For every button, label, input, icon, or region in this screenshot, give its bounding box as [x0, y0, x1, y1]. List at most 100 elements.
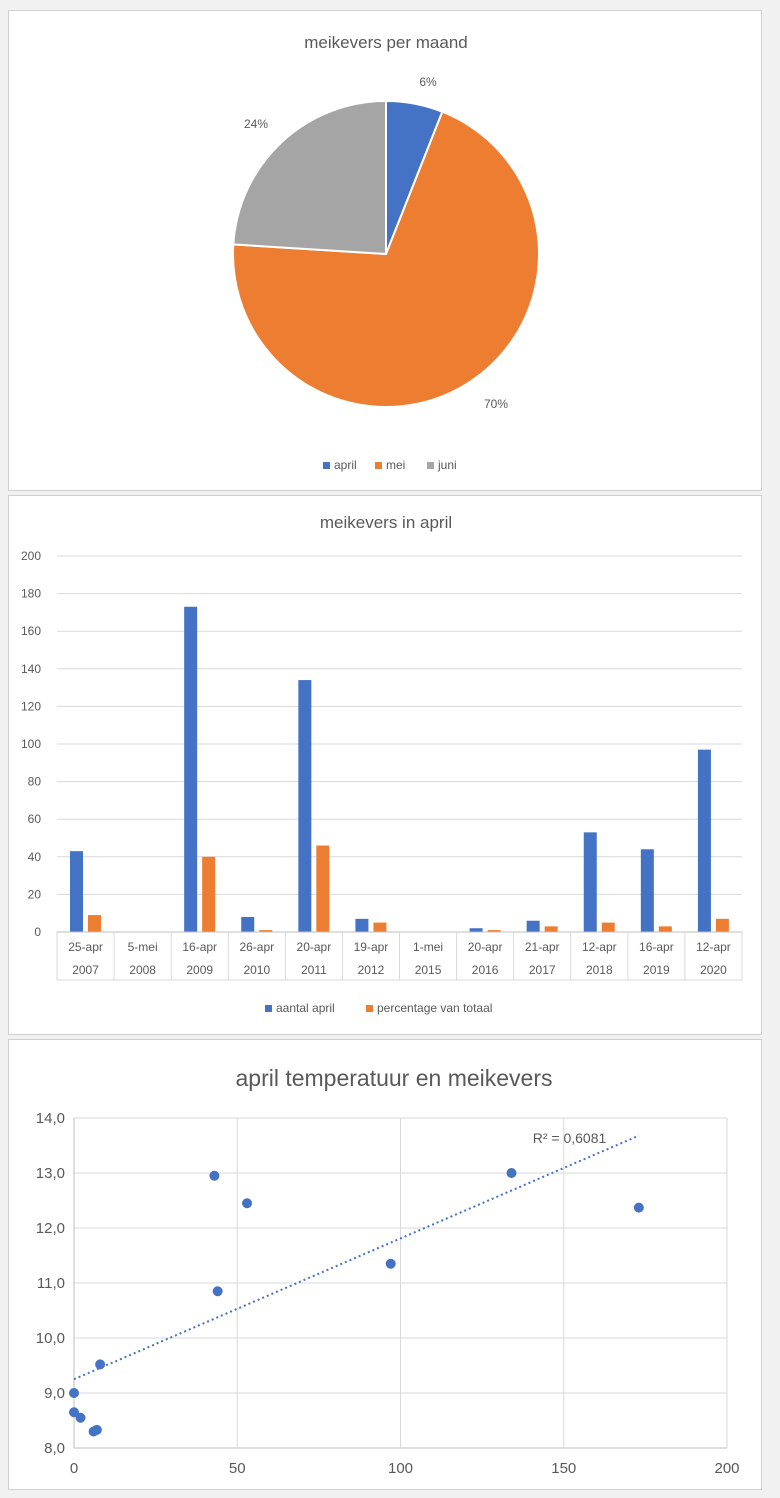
y-tick-label: 8,0	[44, 1440, 65, 1457]
y-tick-label: 11,0	[37, 1275, 65, 1292]
legend-swatch-series-1	[366, 1005, 373, 1012]
y-tick-label: 60	[28, 812, 42, 826]
scatter-chart-title: april temperatuur en meikevers	[235, 1065, 552, 1091]
x-tick-date: 20-apr	[468, 940, 503, 954]
legend-label-april: april	[334, 458, 357, 472]
bar-percentage-2010	[259, 930, 273, 932]
scatter-chart: april temperatuur en meikevers 8,0 9,0 10,…	[36, 1065, 740, 1477]
x-tick-label: 200	[714, 1460, 739, 1477]
x-tick-year: 2017	[529, 963, 556, 977]
bar-aantal-april-2018	[583, 832, 597, 932]
bar-percentage-2016	[487, 930, 501, 932]
y-tick-label: 14,0	[36, 1110, 65, 1127]
data-point	[385, 1258, 396, 1269]
y-tick-label: 0	[34, 925, 41, 939]
pie-slice-juni	[232, 99, 387, 256]
bar-aantal-april-2020	[697, 749, 711, 932]
x-tick-date: 12-apr	[696, 940, 731, 954]
data-point	[95, 1359, 106, 1370]
x-tick-date: 26-apr	[239, 940, 274, 954]
y-tick-label: 120	[21, 699, 41, 713]
data-point	[209, 1170, 220, 1181]
y-tick-label: 12,0	[36, 1220, 65, 1237]
bar-aantal-april-2019	[640, 849, 654, 932]
legend-swatch-april	[323, 462, 330, 469]
data-point	[69, 1388, 79, 1398]
pie-chart-title: meikevers per maand	[304, 33, 467, 52]
bar-percentage-2017	[544, 926, 558, 932]
bar-percentage-2019	[658, 926, 672, 932]
bar-percentage-2009	[202, 856, 216, 932]
legend-label-mei: mei	[386, 458, 405, 472]
y-tick-label: 13,0	[36, 1165, 65, 1182]
x-tick-year: 2010	[243, 963, 270, 977]
x-tick-date: 1-mei	[413, 940, 443, 954]
r-squared-label: R² = 0,6081	[533, 1130, 607, 1146]
legend-label-series-1: percentage van totaal	[377, 1001, 492, 1015]
bar-percentage-2007	[88, 915, 101, 932]
bar-percentage-2020	[715, 918, 729, 932]
bar-chart-panel: meikevers in april 0 20 40 60 80 100 120 140 160…	[8, 495, 762, 1035]
data-point	[212, 1286, 223, 1297]
y-tick-label: 200	[21, 549, 41, 563]
bar-aantal-april-2017	[526, 920, 540, 932]
legend-swatch-mei	[375, 462, 382, 469]
bar-aantal-april-2016	[469, 928, 483, 932]
data-point	[75, 1412, 86, 1423]
x-tick-year: 2015	[415, 963, 442, 977]
x-tick-date: 20-apr	[297, 940, 332, 954]
x-tick-label: 50	[229, 1460, 246, 1477]
data-point	[633, 1202, 644, 1213]
y-tick-label: 80	[28, 775, 42, 789]
pie-label-mei: 70%	[484, 397, 508, 411]
bar-aantal-april-2010	[241, 916, 255, 932]
x-tick-year: 2016	[472, 963, 499, 977]
bar-percentage-2018	[601, 922, 615, 932]
pie-label-april: 6%	[419, 75, 437, 89]
bar-percentage-2012	[373, 922, 387, 932]
trendline	[73, 1134, 640, 1381]
x-tick-date: 5-mei	[128, 940, 158, 954]
legend-swatch-juni	[427, 462, 434, 469]
scatter-chart-panel: april temperatuur en meikevers 8,0 9,0 10,…	[8, 1039, 762, 1490]
y-tick-label: 100	[21, 737, 41, 751]
bar-percentage-2011	[316, 845, 330, 932]
x-tick-label: 100	[388, 1460, 413, 1477]
legend-label-series-0: aantal april	[276, 1001, 335, 1015]
bar-aantal-april-2007	[70, 851, 83, 932]
x-tick-date: 16-apr	[639, 940, 674, 954]
pie-label-juni: 24%	[244, 117, 268, 131]
x-tick-year: 2011	[301, 963, 327, 977]
x-tick-year: 2019	[643, 963, 670, 977]
bar-aantal-april-2009	[184, 606, 198, 932]
x-tick-date: 25-apr	[68, 940, 103, 954]
bar-chart: meikevers in april 0 20 40 60 80 100 120 140 160…	[21, 513, 743, 1015]
x-tick-date: 16-apr	[182, 940, 217, 954]
legend-label-juni: juni	[437, 458, 457, 472]
y-tick-label: 40	[28, 850, 42, 864]
bar-aantal-april-2012	[355, 918, 369, 932]
x-tick-date: 12-apr	[582, 940, 617, 954]
y-tick-label: 9,0	[44, 1385, 65, 1402]
pie-chart: meikevers per maand 6% 70% 24% april mei jun…	[232, 33, 540, 472]
data-point	[91, 1424, 102, 1435]
x-tick-label: 150	[551, 1460, 576, 1477]
x-tick-date: 21-apr	[525, 940, 560, 954]
x-tick-year: 2018	[586, 963, 613, 977]
x-tick-year: 2007	[72, 963, 99, 977]
x-tick-label: 0	[70, 1460, 78, 1477]
y-tick-label: 20	[28, 887, 42, 901]
bar-aantal-april-2011	[298, 680, 312, 932]
y-tick-label: 160	[21, 624, 41, 638]
bar-chart-title: meikevers in april	[320, 513, 452, 532]
pie-slice-mei	[232, 110, 540, 408]
data-point	[69, 1407, 79, 1418]
data-point	[242, 1198, 253, 1209]
x-tick-year: 2008	[129, 963, 156, 977]
data-point	[506, 1168, 517, 1178]
pie-chart-panel: meikevers per maand 6% 70% 24% april mei jun…	[8, 10, 762, 491]
x-tick-year: 2009	[186, 963, 213, 977]
legend-swatch-series-0	[265, 1005, 272, 1012]
x-tick-year: 2020	[700, 963, 727, 977]
y-tick-label: 180	[21, 587, 41, 601]
